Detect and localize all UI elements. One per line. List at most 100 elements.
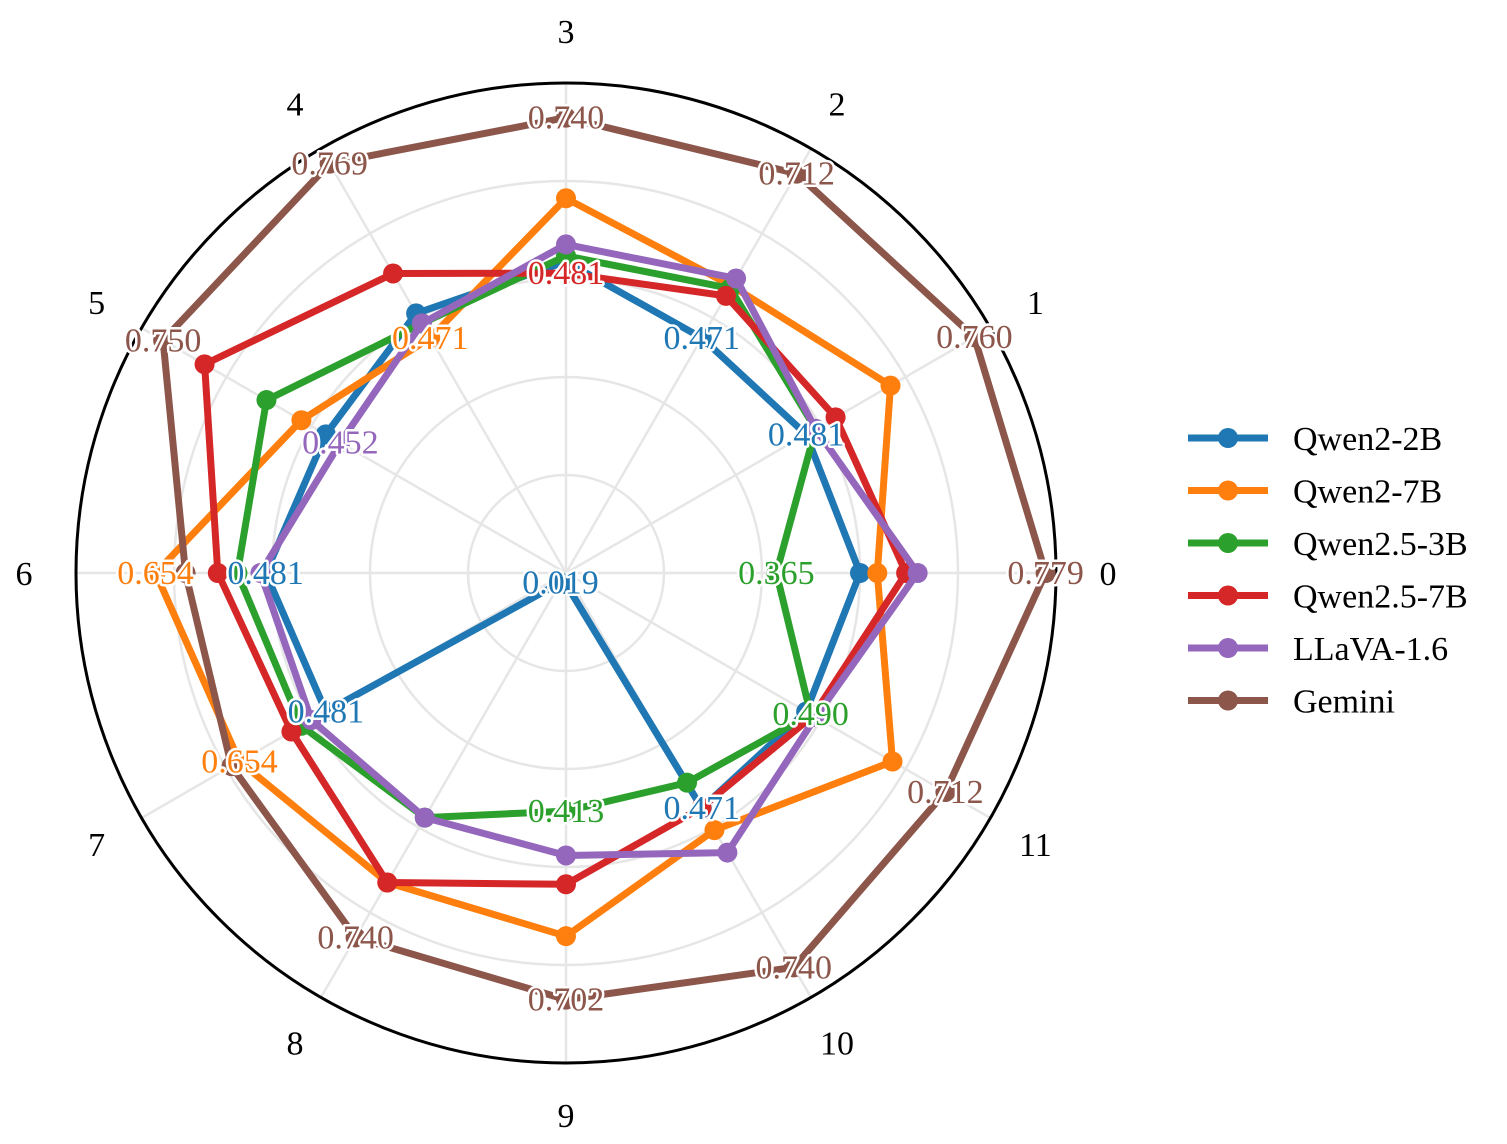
data-point xyxy=(250,563,271,583)
legend-label: Qwen2.5-7B xyxy=(1293,579,1468,616)
legend-label: Gemini xyxy=(1293,684,1395,721)
data-point xyxy=(766,563,787,583)
legend-item: Qwen2.5-7B xyxy=(1188,579,1468,616)
data-point xyxy=(964,327,985,348)
data-point xyxy=(783,957,804,978)
data-label: 0.481 xyxy=(768,416,845,453)
data-point xyxy=(805,707,826,728)
data-point xyxy=(330,432,351,453)
data-point xyxy=(194,354,215,375)
data-label: 0.769 xyxy=(291,146,368,183)
data-label: 0.481 xyxy=(288,694,365,731)
data-point xyxy=(256,390,277,411)
data-point xyxy=(1035,563,1056,583)
data-label: 0.712 xyxy=(758,156,835,193)
series-gemini xyxy=(153,107,1056,1010)
data-point xyxy=(882,751,903,772)
data-label: 0.019 xyxy=(522,564,599,601)
grid-spoke xyxy=(565,571,991,820)
data-point xyxy=(786,163,807,184)
data-label-layer: 0.779 0.760 0.712 0.740 0.769 0.750 0.654 0.654… xyxy=(115,97,1087,1021)
data-point xyxy=(556,845,576,866)
legend: Qwen2-2B Qwen2-7B Qwen2.5-3B Qwen2.5-7B LLaV… xyxy=(1188,421,1468,721)
data-label: 0.740 xyxy=(528,100,605,137)
legend-marker xyxy=(1218,428,1238,448)
data-label: 0.490 xyxy=(772,696,849,733)
category-tick-label: 6 xyxy=(16,556,33,593)
data-label: 0.471 xyxy=(664,790,741,827)
category-tick-label: 7 xyxy=(88,827,105,864)
data-label: 0.471 xyxy=(664,320,741,357)
outer-ring xyxy=(74,81,1058,1065)
data-point xyxy=(726,268,747,289)
data-point xyxy=(677,772,698,793)
series-layer xyxy=(145,107,1056,1010)
data-point xyxy=(153,330,174,351)
data-label: 0.413 xyxy=(528,793,605,830)
legend-marker xyxy=(1218,533,1238,553)
data-label: 0.779 xyxy=(1007,555,1084,592)
data-point xyxy=(227,563,248,583)
data-point xyxy=(345,927,366,948)
legend-item: Qwen2-7B xyxy=(1188,474,1442,511)
legend-label: Qwen2-2B xyxy=(1293,421,1442,458)
data-point xyxy=(717,842,738,863)
grid-spoke xyxy=(319,148,568,574)
category-tick-label: 9 xyxy=(558,1098,575,1135)
data-point xyxy=(221,756,242,777)
legend-item: LLaVA-1.6 xyxy=(1188,631,1448,668)
data-point xyxy=(556,874,576,895)
category-tick-label: 4 xyxy=(287,87,304,124)
data-point xyxy=(704,820,725,841)
data-point xyxy=(291,410,312,431)
series-llava-1-6 xyxy=(250,234,928,866)
data-label: 0.702 xyxy=(528,982,605,1019)
grid-spoke xyxy=(565,326,991,575)
data-point xyxy=(556,188,576,209)
data-point xyxy=(207,563,228,583)
data-point xyxy=(556,926,576,947)
data-point xyxy=(880,375,901,396)
data-point xyxy=(867,563,888,583)
legend-marker xyxy=(1218,690,1238,711)
data-label: 0.654 xyxy=(201,744,278,781)
category-tick-label: 3 xyxy=(558,14,575,51)
data-label: 0.760 xyxy=(936,319,1013,356)
data-label: 0.365 xyxy=(738,555,815,592)
data-point xyxy=(556,107,576,128)
data-point xyxy=(301,710,322,730)
category-tick-label: 5 xyxy=(88,285,105,322)
data-point xyxy=(935,782,956,803)
data-point xyxy=(414,807,435,828)
data-label: 0.471 xyxy=(392,320,469,357)
data-point xyxy=(850,563,870,583)
data-point xyxy=(556,573,576,594)
legend-item: Qwen2.5-3B xyxy=(1188,526,1468,563)
data-point xyxy=(420,327,441,348)
data-label: 0.481 xyxy=(227,555,304,592)
data-label: 0.654 xyxy=(117,555,194,592)
data-label: 0.740 xyxy=(317,919,394,956)
data-point xyxy=(377,872,398,893)
data-point xyxy=(556,801,576,822)
data-point xyxy=(691,797,712,818)
data-point xyxy=(907,563,928,583)
data-point xyxy=(556,263,576,284)
data-point xyxy=(319,153,340,174)
data-point xyxy=(805,418,826,439)
legend-label: LLaVA-1.6 xyxy=(1293,631,1448,668)
legend-marker xyxy=(1218,480,1238,501)
data-point xyxy=(556,989,576,1010)
data-point xyxy=(175,563,196,583)
legend-marker xyxy=(1218,585,1238,606)
category-tick-labels: 0 1 2 3 4 5 6 7 8 9 10 11 xyxy=(16,14,1117,1135)
data-point xyxy=(315,424,336,445)
category-tick-label: 8 xyxy=(287,1025,304,1062)
legend-marker xyxy=(1218,638,1238,658)
category-tick-label: 2 xyxy=(829,87,846,124)
data-label: 0.750 xyxy=(125,322,202,359)
grid-spoke xyxy=(319,572,568,998)
data-point xyxy=(145,563,166,583)
data-point xyxy=(556,234,576,255)
data-label: 0.481 xyxy=(528,255,605,292)
